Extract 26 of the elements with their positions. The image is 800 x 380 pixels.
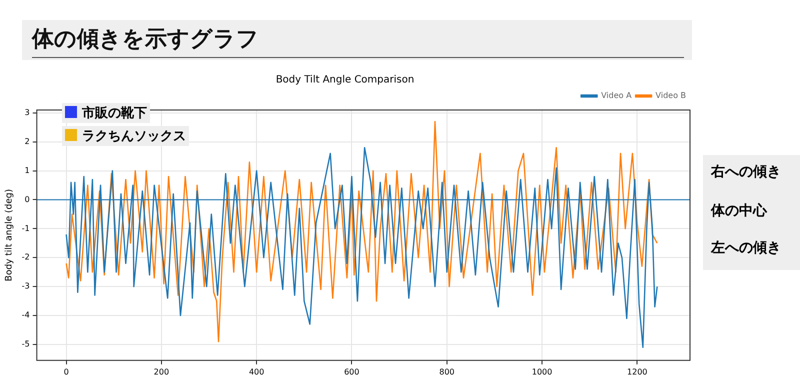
y-tick-label: -1 <box>22 224 30 233</box>
annotation: ラクちんソックス <box>82 129 186 144</box>
text: 体の中心 <box>711 202 767 220</box>
y-axis-title: Body tilt angle (deg) <box>4 189 15 282</box>
text: 左への傾き <box>711 239 781 257</box>
x-tick-label: 0 <box>64 367 69 376</box>
x-tick-label: 1000 <box>532 367 552 376</box>
x-tick-label: 800 <box>439 367 455 376</box>
chart-title: 体の傾きを示すグラフ <box>32 26 259 54</box>
y-tick-label: -2 <box>22 252 30 262</box>
chart-subtitle: Body Tilt Angle Comparison <box>276 74 414 86</box>
x-tick-label: 1200 <box>627 367 648 376</box>
y-tick-label: 1 <box>24 166 30 175</box>
y-tick-label: -4 <box>22 310 30 320</box>
x-tick-label: 400 <box>248 367 264 376</box>
y-tick-label: 3 <box>24 108 30 117</box>
y-tick-label: 2 <box>24 136 30 146</box>
legend-label: Video A <box>601 91 632 100</box>
legend-label: Video B <box>656 91 686 100</box>
annotation: 市販の靴下 <box>82 106 147 121</box>
y-tick-label: -5 <box>22 340 30 349</box>
x-tick-label: 200 <box>154 367 170 376</box>
x-tick-label: 600 <box>344 367 360 376</box>
text: 右への傾き <box>711 163 781 181</box>
y-tick-label: -3 <box>22 282 30 291</box>
y-tick-label: 0 <box>24 194 30 204</box>
